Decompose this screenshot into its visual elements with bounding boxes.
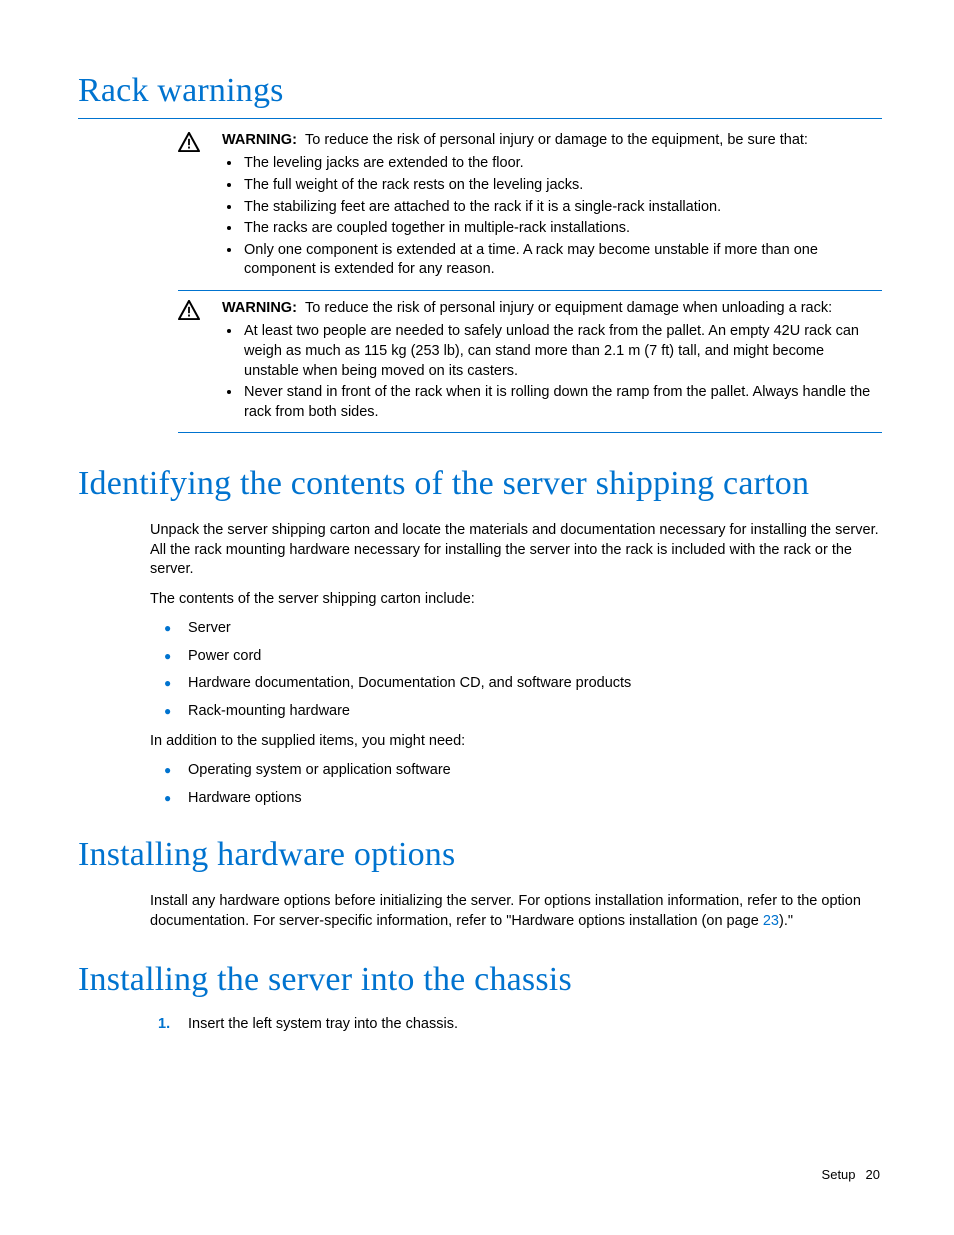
warning-item: The leveling jacks are extended to the f… xyxy=(242,154,882,174)
warning-item: The full weight of the rack rests on the… xyxy=(242,176,882,196)
page-footer: Setup 20 xyxy=(822,1166,880,1184)
footer-page-number: 20 xyxy=(866,1167,880,1182)
warning-lead-text: WARNING: To reduce the risk of personal … xyxy=(222,299,882,319)
warning-lead: To reduce the risk of personal injury or… xyxy=(305,300,832,316)
warning-item: The stabilizing feet are attached to the… xyxy=(242,198,882,218)
warning-lead-text: WARNING: To reduce the risk of personal … xyxy=(222,131,882,151)
warning-icon xyxy=(178,299,222,320)
list-item: Server xyxy=(188,619,882,639)
list-item: Rack-mounting hardware xyxy=(188,702,882,722)
warning-list: At least two people are needed to safely… xyxy=(222,322,882,422)
list-item: Hardware documentation, Documentation CD… xyxy=(188,674,882,694)
warning-block: WARNING: To reduce the risk of personal … xyxy=(178,123,882,291)
warning-item: The racks are coupled together in multip… xyxy=(242,219,882,239)
warning-icon xyxy=(178,131,222,152)
heading-installing-hardware-options: Installing hardware options xyxy=(78,832,882,882)
install-steps-list: Insert the left system tray into the cha… xyxy=(150,1015,882,1035)
warning-item: Only one component is extended at a time… xyxy=(242,241,882,280)
warning-label: WARNING: xyxy=(222,300,297,316)
heading-rack-warnings: Rack warnings xyxy=(78,68,882,119)
page-reference-link[interactable]: 23 xyxy=(763,913,779,929)
paragraph: In addition to the supplied items, you m… xyxy=(150,732,882,752)
paragraph: The contents of the server shipping cart… xyxy=(150,590,882,610)
step-item: Insert the left system tray into the cha… xyxy=(188,1015,882,1035)
text-run: Install any hardware options before init… xyxy=(150,893,861,929)
paragraph: Install any hardware options before init… xyxy=(150,892,882,931)
heading-installing-server-chassis: Installing the server into the chassis xyxy=(78,957,882,1007)
warning-lead: To reduce the risk of personal injury or… xyxy=(305,132,808,148)
warning-block: WARNING: To reduce the risk of personal … xyxy=(178,291,882,433)
heading-identifying-contents: Identifying the contents of the server s… xyxy=(78,461,882,511)
paragraph: Unpack the server shipping carton and lo… xyxy=(150,521,882,580)
list-item: Operating system or application software xyxy=(188,761,882,781)
list-item: Power cord xyxy=(188,647,882,667)
carton-contents-list: Server Power cord Hardware documentation… xyxy=(150,619,882,721)
warning-list: The leveling jacks are extended to the f… xyxy=(222,154,882,279)
list-item: Hardware options xyxy=(188,789,882,809)
footer-section-label: Setup xyxy=(822,1167,856,1182)
warning-item: At least two people are needed to safely… xyxy=(242,322,882,381)
additional-items-list: Operating system or application software… xyxy=(150,761,882,808)
warning-label: WARNING: xyxy=(222,132,297,148)
text-run: )." xyxy=(779,913,793,929)
warning-item: Never stand in front of the rack when it… xyxy=(242,383,882,422)
